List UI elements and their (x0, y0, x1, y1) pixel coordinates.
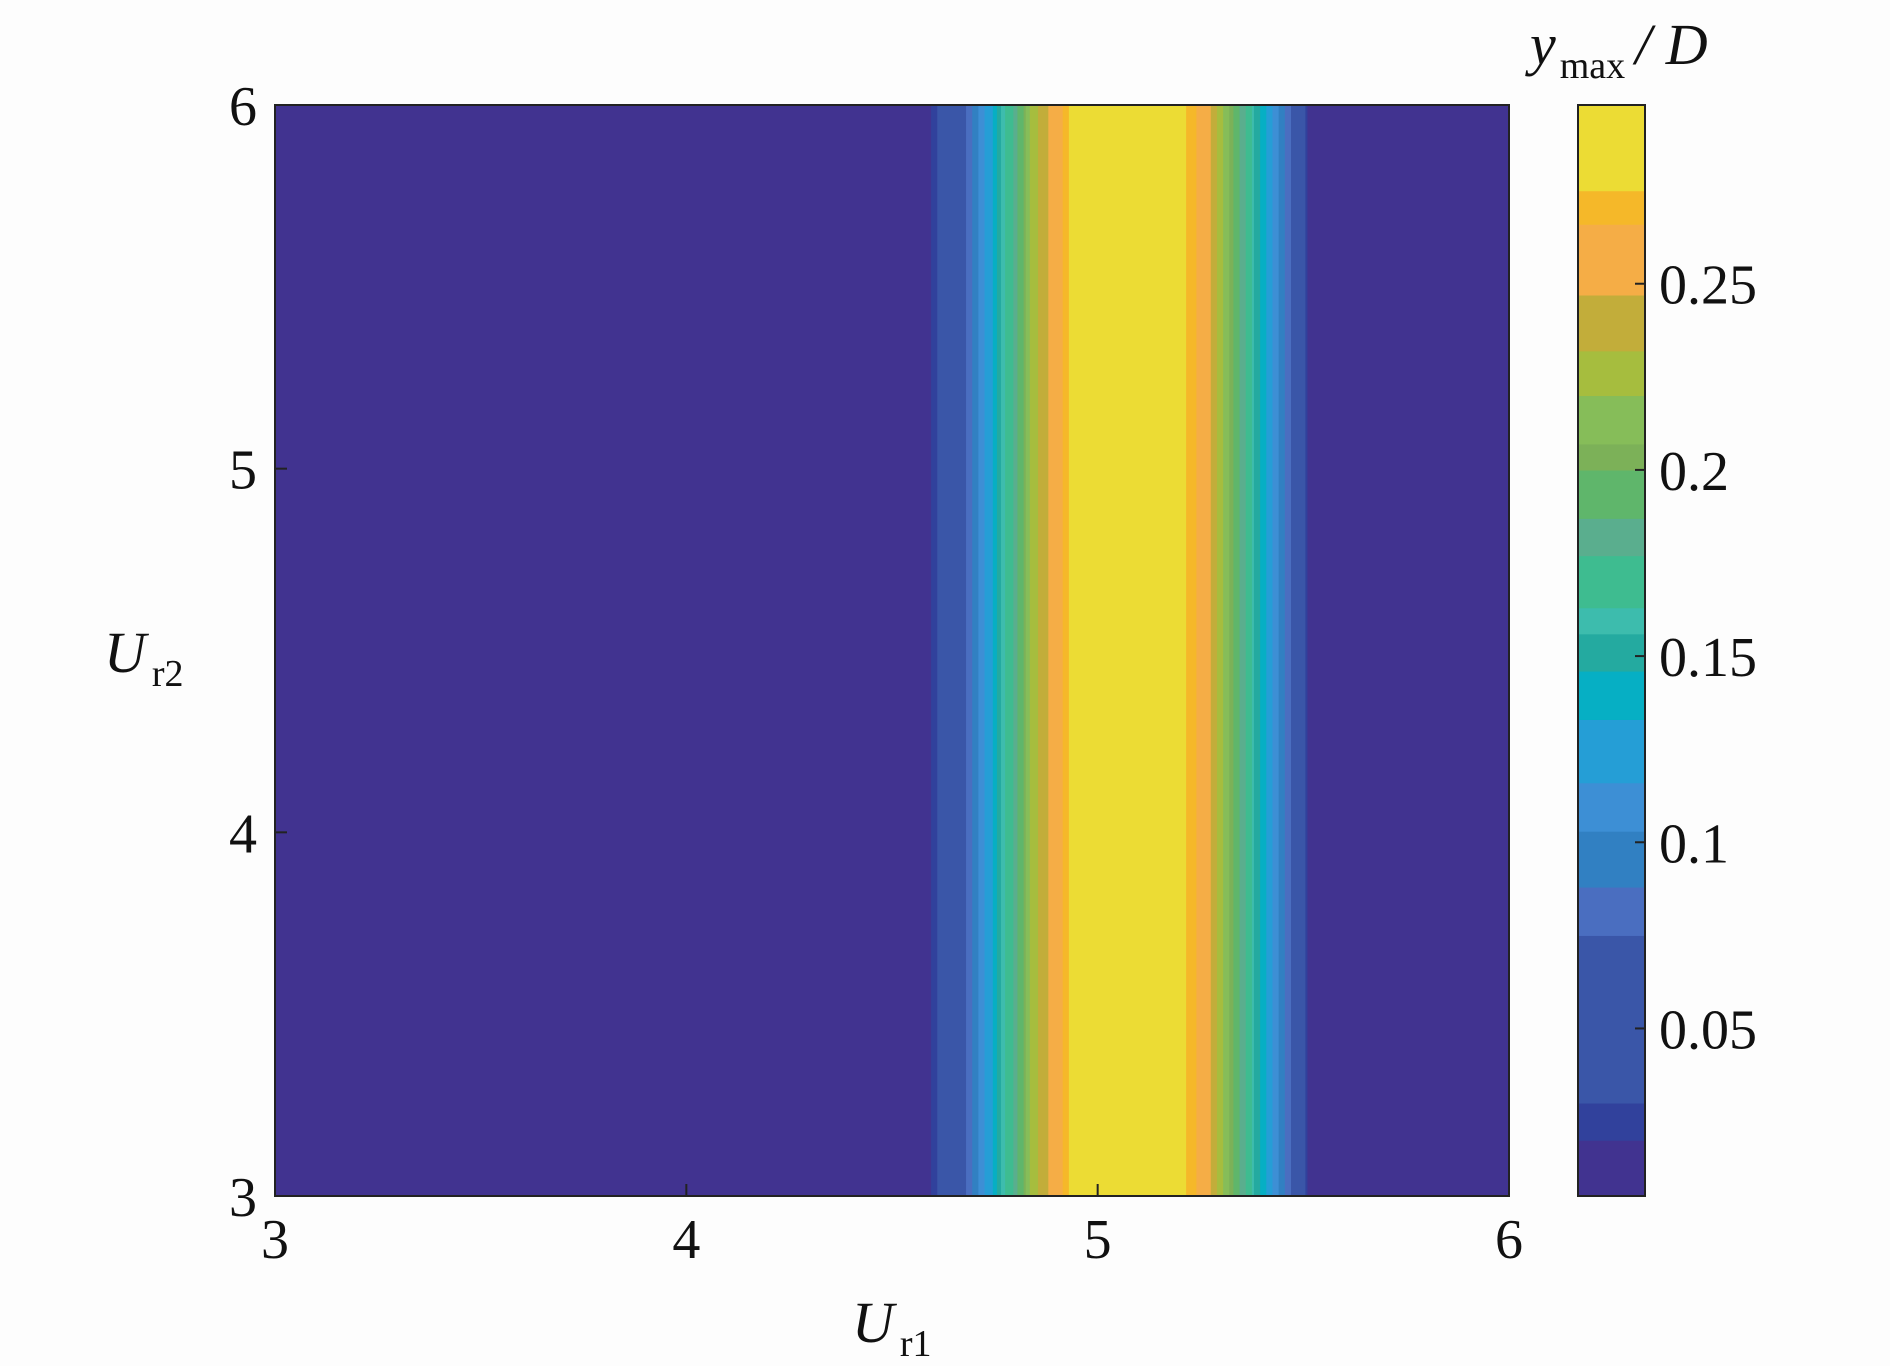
y-tick-label: 6 (229, 76, 257, 138)
contour-band-31 (1260, 105, 1267, 1196)
x-tick-label: 6 (1495, 1209, 1523, 1271)
colorbar-frame (1577, 104, 1646, 1197)
contour-band-14 (1025, 105, 1031, 1196)
plot-area (275, 105, 1510, 1196)
contour-band-16 (1038, 105, 1049, 1196)
contour-band-24 (1223, 105, 1230, 1196)
colorbar-level-2 (1578, 935, 1645, 1104)
contour-band-32 (1266, 105, 1274, 1196)
contour-band-13 (1023, 105, 1027, 1196)
colorbar-tick-label: 0.15 (1659, 627, 1757, 689)
colorbar-level-4 (1578, 831, 1645, 888)
colorbar-level-1 (1578, 1102, 1645, 1141)
contour-band-34 (1278, 105, 1286, 1196)
contour-band-36 (1290, 105, 1306, 1196)
colorbar-level-14 (1578, 395, 1645, 445)
colorbar-level-3 (1578, 886, 1645, 936)
contour-band-30 (1253, 105, 1261, 1196)
contour-band-18 (1062, 105, 1070, 1196)
contour-band-5 (978, 105, 986, 1196)
colorbar-tick-label: 0.1 (1659, 813, 1729, 875)
contour-band-22 (1210, 105, 1218, 1196)
contour-band-21 (1196, 105, 1212, 1196)
colorbar: 0.05 0.1 0.15 0.2 0.25 (1577, 104, 1757, 1197)
contour-band-23 (1216, 105, 1224, 1196)
contour-band-1 (931, 105, 938, 1196)
colorbar-level-5 (1578, 782, 1645, 832)
contour-band-11 (1013, 105, 1019, 1196)
contour-band-7 (992, 105, 998, 1196)
contour-band-3 (966, 105, 973, 1196)
colorbar-level-13 (1578, 443, 1645, 471)
contour-band-20 (1186, 105, 1197, 1196)
contour-band-29 (1251, 105, 1255, 1196)
contour-band-4 (972, 105, 979, 1196)
plot-frame (274, 104, 1510, 1197)
colorbar-level-19 (1578, 105, 1645, 192)
contour-band-27 (1239, 105, 1247, 1196)
colorbar-tick-label: 0.05 (1659, 999, 1757, 1061)
contour-band-35 (1284, 105, 1292, 1196)
axes: 3 4 5 6 3 4 5 6 (229, 76, 1523, 1271)
colorbar-tick-label: 0.2 (1659, 441, 1729, 503)
contour-band-26 (1233, 105, 1241, 1196)
x-tick-label: 3 (261, 1209, 289, 1271)
x-tick-label: 5 (1084, 1209, 1112, 1271)
contour-band-10 (1005, 105, 1014, 1196)
contour-band-28 (1245, 105, 1253, 1196)
colorbar-level-8 (1578, 633, 1645, 672)
colorbar-level-18 (1578, 190, 1645, 225)
colorbar-tick-label: 0.25 (1659, 255, 1757, 317)
x-tick-label: 4 (672, 1209, 700, 1271)
contour-band-15 (1029, 105, 1039, 1196)
colorbar-level-10 (1578, 555, 1645, 609)
colorbar-level-16 (1578, 294, 1645, 352)
contour-band-17 (1048, 105, 1064, 1196)
colorbar-level-11 (1578, 518, 1645, 557)
colorbar-label: y max / D (1525, 12, 1708, 87)
colorbar-level-0 (1578, 1140, 1645, 1197)
colorbar-level-7 (1578, 670, 1645, 720)
contour-band-38 (1307, 105, 1510, 1196)
contour-band-6 (984, 105, 994, 1196)
colorbar-level-12 (1578, 469, 1645, 519)
contour-band-9 (1001, 105, 1006, 1196)
contour-band-37 (1305, 105, 1309, 1196)
colorbar-level-6 (1578, 719, 1645, 784)
y-tick-label: 3 (229, 1167, 257, 1229)
colorbar-level-9 (1578, 607, 1645, 635)
y-tick-label: 4 (229, 803, 257, 865)
colorbar-level-15 (1578, 350, 1645, 397)
contour-band-25 (1229, 105, 1235, 1196)
contour-band-12 (1017, 105, 1025, 1196)
contour-band-0 (275, 105, 932, 1196)
colorbar-level-17 (1578, 224, 1645, 296)
contour-band-2 (937, 105, 967, 1196)
contour-band-33 (1272, 105, 1280, 1196)
y-tick-label: 5 (229, 440, 257, 502)
contour-band-19 (1068, 105, 1187, 1196)
contour-band-8 (996, 105, 1002, 1196)
